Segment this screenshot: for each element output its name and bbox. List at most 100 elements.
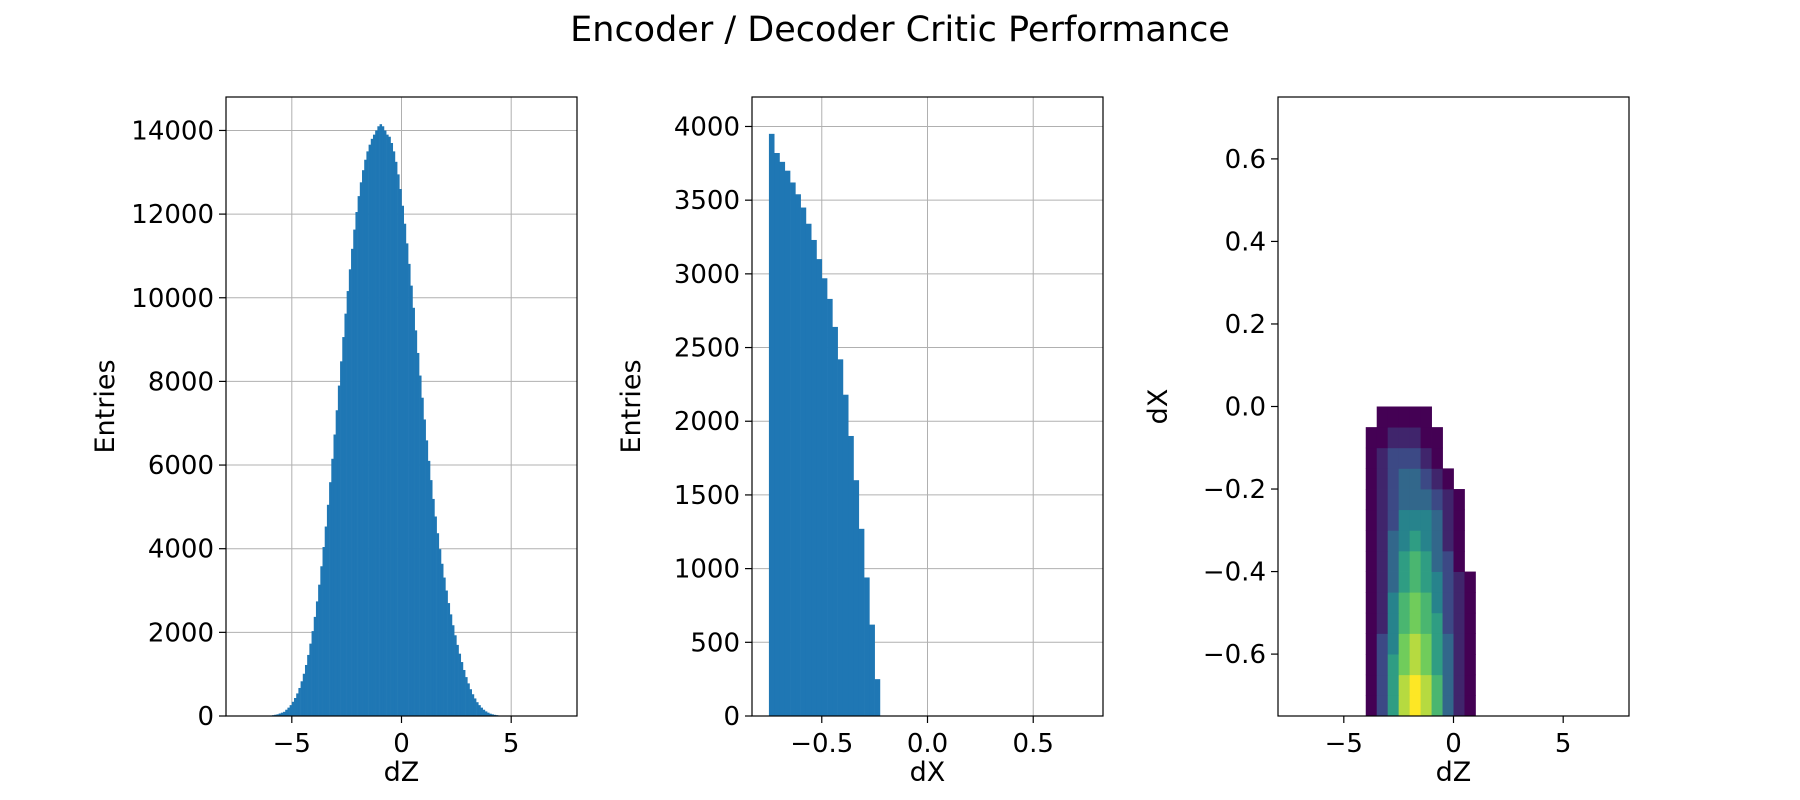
heatmap-cell [1387, 468, 1400, 490]
y-axis-label: Entries [90, 359, 121, 453]
histogram-bar [469, 689, 472, 716]
heatmap-cell [1376, 654, 1389, 676]
x-tick-label: 0.5 [1013, 729, 1054, 759]
heatmap-cell [1387, 654, 1400, 676]
histogram-bar [454, 635, 457, 716]
histogram-bar [386, 134, 389, 716]
histogram-bar [432, 498, 435, 716]
heatmap-cell [1409, 468, 1421, 490]
histogram-bar [294, 698, 297, 716]
heatmap-cell [1387, 406, 1400, 428]
histogram-bar [315, 601, 319, 716]
y-tick-label: 12000 [131, 200, 214, 230]
y-tick-label: 1500 [674, 481, 740, 511]
heatmap-cell [1365, 468, 1378, 490]
heatmap-cell [1398, 695, 1411, 717]
y-tick-label: −0.4 [1203, 558, 1266, 588]
histogram-bar [346, 291, 350, 716]
histogram-bar [476, 702, 479, 716]
heatmap-cell [1398, 674, 1411, 696]
histogram-bar [487, 712, 490, 716]
heatmap-cell [1431, 489, 1443, 511]
x-tick-label: 5 [1555, 729, 1572, 759]
histogram-bar [449, 614, 453, 716]
histogram-bar [443, 577, 446, 716]
figure-title: Encoder / Decoder Critic Performance [570, 10, 1230, 50]
heatmap-cell [1387, 592, 1400, 614]
y-tick-label: 0.0 [1225, 393, 1266, 423]
histogram-bar [307, 654, 310, 716]
histogram-bar [368, 144, 372, 716]
histogram-bar [388, 136, 391, 717]
histogram-bar [768, 133, 775, 717]
x-tick-label: 0 [393, 729, 410, 759]
heatmap-cell [1442, 489, 1454, 511]
heatmap-cell [1464, 695, 1476, 717]
heatmap-cell [1365, 489, 1378, 511]
histogram-bar [326, 504, 330, 716]
heatmap-cell [1365, 509, 1378, 531]
heatmap-cell [1398, 633, 1411, 655]
histogram-bar [351, 248, 354, 716]
heatmap-cell [1464, 654, 1476, 676]
heatmap-cell [1365, 674, 1378, 696]
heatmap-cell [1453, 695, 1465, 717]
histogram-bar [412, 307, 415, 716]
heatmap-cell [1420, 550, 1432, 572]
heatmap-cell [1387, 674, 1400, 696]
histogram-bar [484, 711, 488, 716]
heatmap-cell [1442, 592, 1454, 614]
histogram-bar [366, 151, 369, 716]
histogram-bar [296, 693, 299, 716]
x-axis-label: dZ [1436, 757, 1472, 788]
histogram-bar [342, 337, 345, 716]
heatmap-cell [1398, 406, 1411, 428]
heatmap-cell [1365, 550, 1378, 572]
histogram-bar [291, 701, 295, 716]
histogram-bar [853, 480, 860, 716]
histogram-bar [357, 196, 361, 716]
panel-dz-histogram: −5 0 5 0 2000 4000 6000 8000 10000 12000 14000 dZ En… [90, 96, 578, 788]
heatmap-cell [1431, 550, 1443, 572]
y-tick-label: 4000 [674, 112, 740, 142]
y-tick-label: 4000 [148, 535, 214, 565]
heatmap-cell [1420, 654, 1432, 676]
histogram-bar [821, 278, 828, 716]
heatmap-cell [1420, 674, 1432, 696]
x-tick-label: −5 [273, 729, 311, 759]
histogram-bar [383, 130, 387, 716]
heatmap-cell [1409, 427, 1421, 449]
heatmap-cell [1431, 592, 1443, 614]
heatmap-cell [1387, 550, 1400, 572]
histogram-bar [848, 435, 854, 716]
histogram-bar [480, 707, 483, 716]
heatmap-cell [1365, 592, 1378, 614]
heatmap-cell [1376, 489, 1389, 511]
x-axis-label: dZ [384, 757, 420, 788]
histogram-bar [377, 126, 380, 716]
histogram-bar [287, 707, 290, 716]
y-tick-label: 1000 [674, 555, 740, 585]
histogram-bar [858, 528, 865, 716]
histogram-bar [436, 533, 440, 716]
heatmap-cell [1398, 509, 1411, 531]
histogram-bar [811, 239, 817, 716]
heatmap-cell [1453, 550, 1465, 572]
histogram-bar [298, 687, 301, 716]
y-tick-label: 0 [723, 702, 740, 732]
heatmap-cell [1398, 571, 1411, 593]
histogram-bar [280, 712, 284, 716]
histogram-bar [869, 624, 875, 716]
histogram-bar [805, 223, 812, 716]
heatmap-cell [1376, 509, 1389, 531]
histogram-bar [837, 359, 844, 716]
heatmap-cell [1442, 509, 1454, 531]
histogram-bar [318, 584, 321, 716]
heatmap-cell [1431, 427, 1443, 449]
heatmap-cell [1376, 695, 1389, 717]
histogram-bar [416, 352, 420, 716]
x-tick-label: −5 [1325, 729, 1363, 759]
histogram-bar [456, 644, 459, 716]
histogram-bar [320, 566, 323, 716]
histogram-bar [774, 153, 780, 716]
